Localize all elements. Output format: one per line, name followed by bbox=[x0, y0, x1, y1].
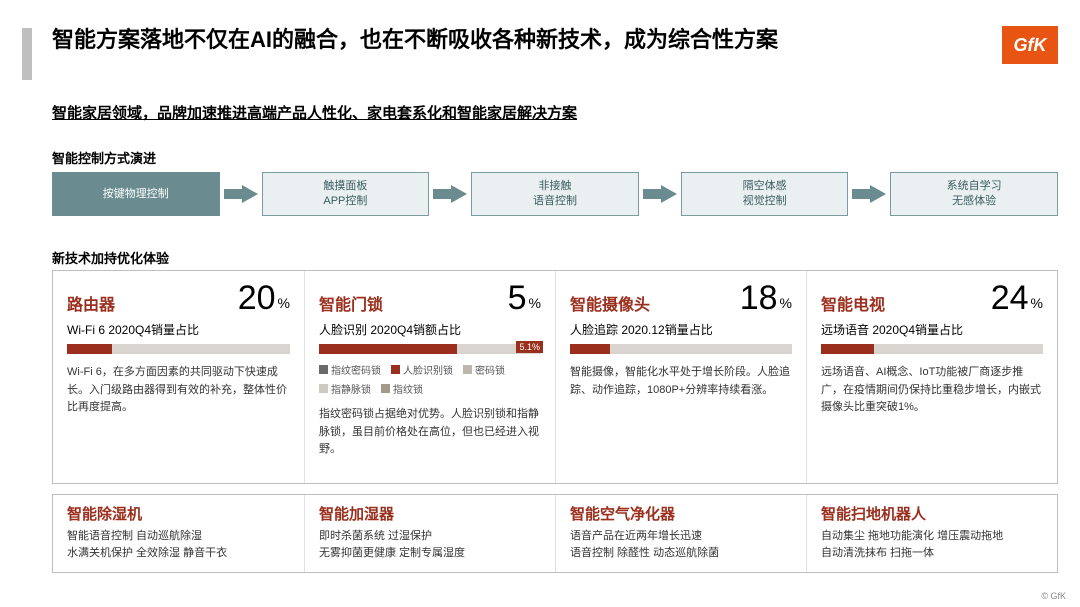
card-subtitle: 人脸识别 2020Q4销额占比 bbox=[319, 321, 541, 338]
flow-step: 按键物理控制 bbox=[52, 172, 220, 216]
card-body: Wi-Fi 6，在多方面因素的共同驱动下快速成长。入门级路由器得到有效的补充，整… bbox=[67, 364, 290, 417]
card-title: 智能空气净化器 bbox=[570, 503, 792, 524]
flow-step: 系统自学习无感体验 bbox=[890, 172, 1058, 216]
flow-step: 隔空体感视觉控制 bbox=[681, 172, 849, 216]
card-value: 24% bbox=[991, 281, 1043, 315]
page-title: 智能方案落地不仅在AI的融合，也在不断吸收各种新技术，成为综合性方案 bbox=[52, 26, 778, 55]
bar-label: 5.1% bbox=[516, 341, 543, 353]
tech-card-small: 智能扫地机器人自动集尘 拖地功能演化 增压震动拖地自动清洗抹布 扫拖一体 bbox=[806, 495, 1057, 572]
card-body: 即时杀菌系统 过湿保护无雾抑菌更健康 定制专属湿度 bbox=[319, 528, 541, 562]
card-title: 智能门锁 bbox=[319, 291, 383, 315]
flow-arrow bbox=[639, 172, 681, 216]
tech-card-small: 智能除湿机智能语音控制 自动巡航除湿水满关机保护 全效除湿 静音干衣 bbox=[53, 495, 304, 572]
card-title: 智能加湿器 bbox=[319, 503, 541, 524]
card-value: 18% bbox=[740, 281, 792, 315]
card-title: 智能摄像头 bbox=[570, 291, 650, 315]
section-1-label: 智能控制方式演进 bbox=[52, 148, 156, 167]
legend-item: 人脸识别锁 bbox=[391, 362, 453, 377]
flow-arrow bbox=[220, 172, 262, 216]
tech-card: 智能电视 24% 远场语音 2020Q4销量占比远场语音、AI概念、IoT功能被厂商… bbox=[806, 271, 1057, 483]
bar-chart bbox=[821, 344, 1043, 354]
logo: GfK bbox=[1002, 26, 1058, 64]
subtitle: 智能家居领域，品牌加速推进高端产品人性化、家电套系化和智能家居解决方案 bbox=[52, 102, 577, 123]
tech-card: 智能门锁 5% 人脸识别 2020Q4销额占比 5.1% 指纹密码锁人脸识别锁密码锁指静… bbox=[304, 271, 555, 483]
card-subtitle: 远场语音 2020Q4销量占比 bbox=[821, 321, 1043, 338]
card-value: 20% bbox=[238, 281, 290, 315]
card-body: 远场语音、AI概念、IoT功能被厂商逐步推广，在疫情期间仍保持比重稳步增长，内嵌… bbox=[821, 364, 1043, 417]
flow-step: 触摸面板APP控制 bbox=[262, 172, 430, 216]
card-subtitle: Wi-Fi 6 2020Q4销量占比 bbox=[67, 321, 290, 338]
cards-row-1: 路由器 20% Wi-Fi 6 2020Q4销量占比 Wi-Fi 6，在多方面因素的共… bbox=[52, 270, 1058, 484]
card-title: 智能除湿机 bbox=[67, 503, 290, 524]
bar-chart bbox=[570, 344, 792, 354]
bar-chart: 5.1% bbox=[319, 344, 541, 354]
legend-item: 指静脉锁 bbox=[319, 381, 371, 396]
copyright: © GfK bbox=[1041, 591, 1066, 601]
card-body: 指纹密码锁占据绝对优势。人脸识别锁和指静脉锁，虽目前价格处在高位，但也已经进入视… bbox=[319, 406, 541, 459]
legend-item: 指纹密码锁 bbox=[319, 362, 381, 377]
card-body: 语音产品在近两年增长迅速语音控制 除醛性 动态巡航除菌 bbox=[570, 528, 792, 562]
card-body: 智能摄像，智能化水平处于增长阶段。人脸追踪、动作追踪，1080P+分辨率持续看涨… bbox=[570, 364, 792, 399]
card-title: 智能扫地机器人 bbox=[821, 503, 1043, 524]
flow-row: 按键物理控制触摸面板APP控制非接触语音控制隔空体感视觉控制系统自学习无感体验 bbox=[52, 172, 1058, 216]
card-subtitle: 人脸追踪 2020.12销量占比 bbox=[570, 321, 792, 338]
tech-card: 路由器 20% Wi-Fi 6 2020Q4销量占比 Wi-Fi 6，在多方面因素的共… bbox=[53, 271, 304, 483]
bar-chart bbox=[67, 344, 290, 354]
flow-step: 非接触语音控制 bbox=[471, 172, 639, 216]
logo-text: GfK bbox=[1002, 26, 1058, 64]
card-body: 智能语音控制 自动巡航除湿水满关机保护 全效除湿 静音干衣 bbox=[67, 528, 290, 562]
legend-item: 密码锁 bbox=[463, 362, 505, 377]
card-value: 5% bbox=[508, 281, 541, 315]
legend: 指纹密码锁人脸识别锁密码锁指静脉锁指纹锁 bbox=[319, 362, 541, 396]
cards-row-2: 智能除湿机智能语音控制 自动巡航除湿水满关机保护 全效除湿 静音干衣智能加湿器即… bbox=[52, 494, 1058, 573]
legend-item: 指纹锁 bbox=[381, 381, 423, 396]
tech-card: 智能摄像头 18% 人脸追踪 2020.12销量占比智能摄像，智能化水平处于增长阶段… bbox=[555, 271, 806, 483]
flow-arrow bbox=[429, 172, 471, 216]
section-2-label: 新技术加持优化体验 bbox=[52, 248, 169, 267]
card-body: 自动集尘 拖地功能演化 增压震动拖地自动清洗抹布 扫拖一体 bbox=[821, 528, 1043, 562]
tech-card-small: 智能空气净化器语音产品在近两年增长迅速语音控制 除醛性 动态巡航除菌 bbox=[555, 495, 806, 572]
accent-bar bbox=[22, 28, 32, 80]
tech-card-small: 智能加湿器即时杀菌系统 过湿保护无雾抑菌更健康 定制专属湿度 bbox=[304, 495, 555, 572]
flow-arrow bbox=[848, 172, 890, 216]
card-title: 路由器 bbox=[67, 291, 115, 315]
card-title: 智能电视 bbox=[821, 291, 885, 315]
